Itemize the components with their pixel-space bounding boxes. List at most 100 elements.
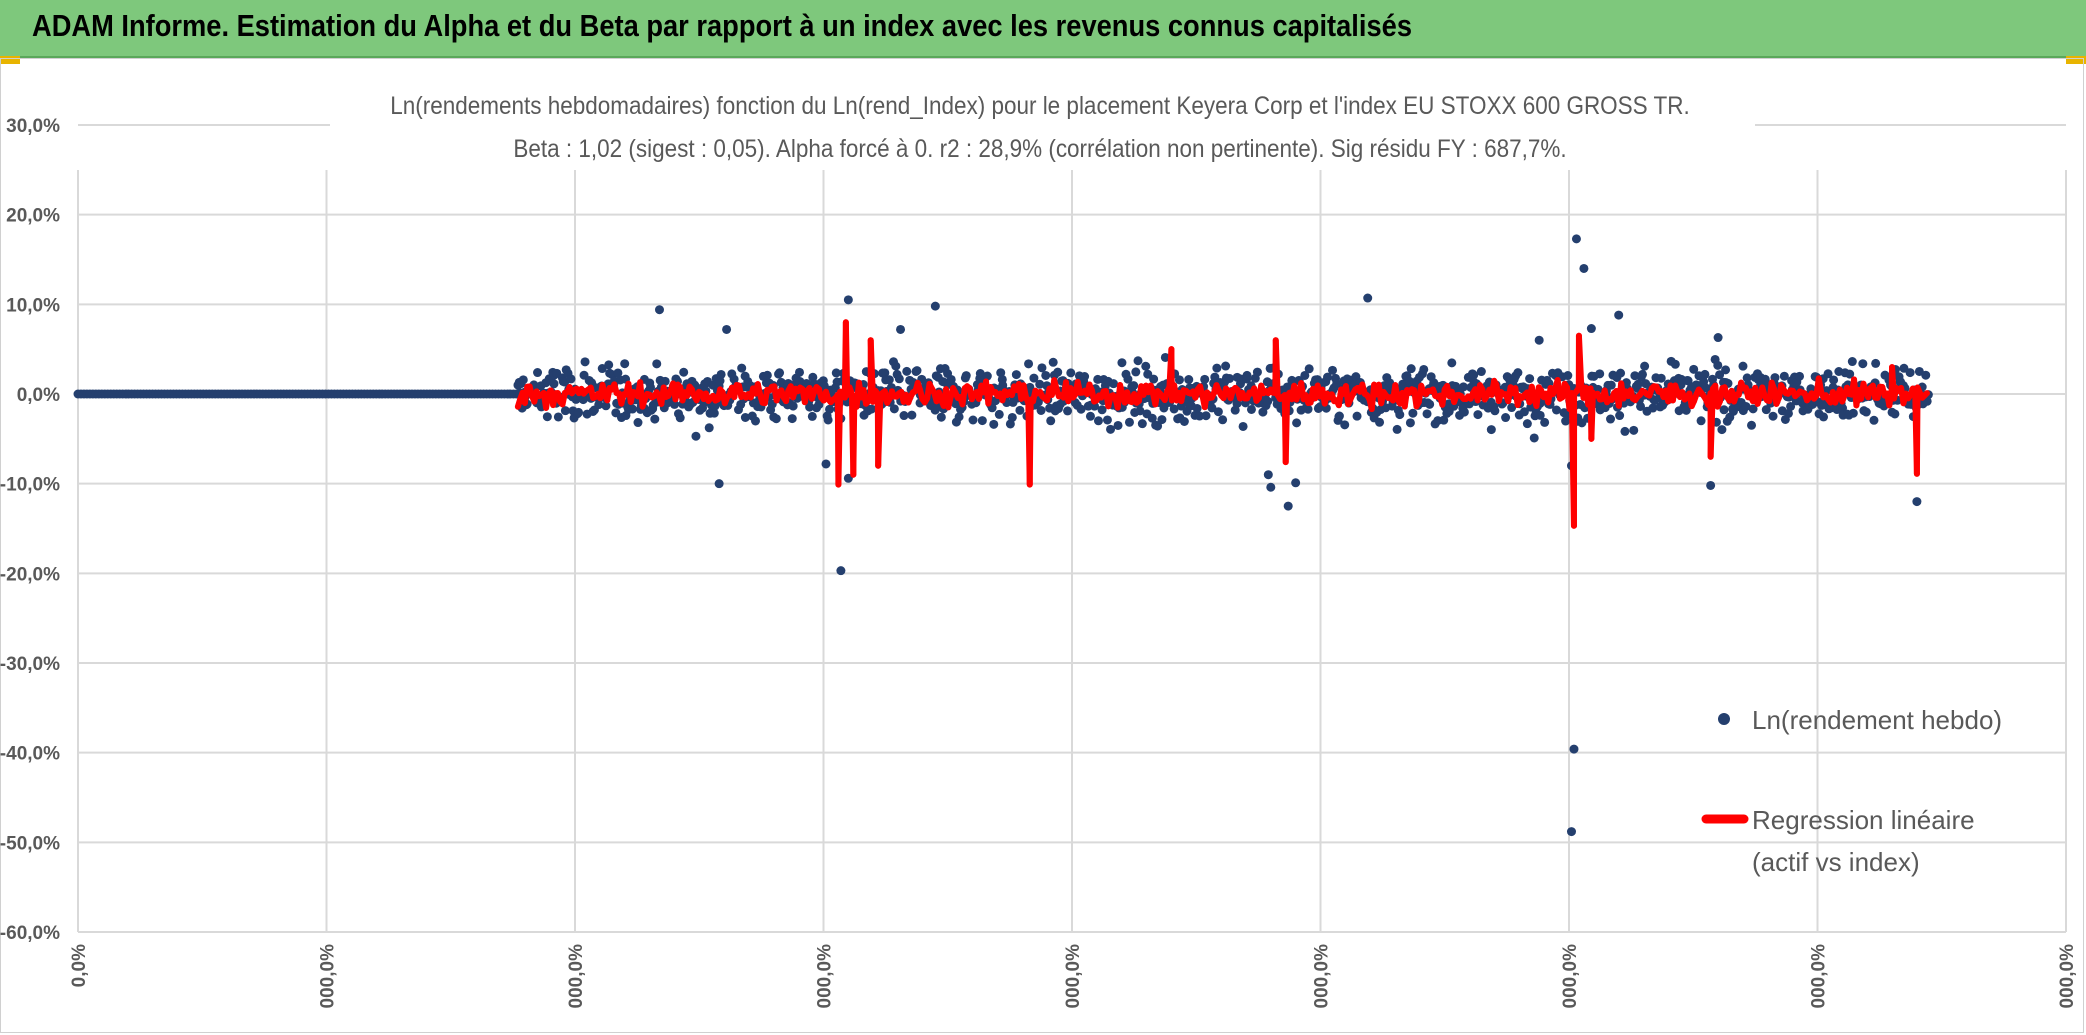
scatter-point — [1823, 369, 1833, 379]
scatter-point — [1717, 425, 1727, 435]
scatter-point — [1408, 408, 1418, 418]
x-tick-label: 0,0% — [69, 944, 90, 987]
scatter-point — [1563, 371, 1573, 381]
scatter-point — [1912, 497, 1922, 507]
scatter-series — [73, 234, 1933, 837]
scatter-point — [604, 360, 614, 370]
scatter-point — [762, 370, 772, 380]
scatter-point — [1153, 421, 1163, 431]
scatter-point — [975, 369, 985, 379]
scatter-point — [1595, 369, 1605, 379]
scatter-point — [1405, 418, 1415, 428]
scatter-point — [750, 416, 760, 426]
scatter-point — [1025, 382, 1035, 392]
scatter-point — [1129, 381, 1139, 391]
scatter-point — [1046, 416, 1056, 426]
scatter-point — [1157, 415, 1167, 425]
scatter-point — [787, 414, 797, 424]
scatter-point — [533, 368, 543, 378]
scatter-point — [1080, 372, 1090, 382]
scatter-point — [994, 409, 1004, 419]
scatter-point — [1783, 408, 1793, 418]
scatter-point — [946, 374, 956, 384]
scatter-point — [1218, 415, 1228, 425]
scatter-point — [1715, 370, 1725, 380]
scatter-point — [1124, 417, 1134, 427]
scatter-point — [1109, 379, 1119, 389]
scatter-point — [1921, 370, 1931, 380]
legend-label-scatter: Ln(rendement hebdo) — [1752, 705, 2002, 735]
page-title: ADAM Informe. Estimation du Alpha et du … — [32, 8, 1412, 43]
scatter-point — [652, 359, 662, 369]
scatter-point — [1606, 414, 1616, 424]
y-tick-label: -20,0% — [0, 564, 60, 585]
scatter-point — [620, 359, 630, 369]
y-tick-label: 20,0% — [6, 206, 60, 227]
scatter-point — [1232, 399, 1242, 409]
scatter-point — [1147, 413, 1157, 423]
header-banner: ADAM Informe. Estimation du Alpha et du … — [0, 0, 2086, 59]
legend-marker-scatter — [1718, 713, 1730, 725]
scatter-point — [836, 566, 846, 576]
scatter-point — [1053, 367, 1063, 377]
scatter-point — [1486, 425, 1496, 435]
scatter-point — [1569, 744, 1579, 754]
scatter-point — [1292, 418, 1302, 428]
chart-subtitle: Beta : 1,02 (sigest : 0,05). Alpha forcé… — [513, 135, 1566, 163]
scatter-point — [553, 412, 563, 422]
scatter-point — [1149, 374, 1159, 384]
scatter-point — [1332, 379, 1342, 389]
scatter-point — [1681, 405, 1691, 415]
scatter-point — [1184, 375, 1194, 385]
scatter-point — [1174, 375, 1184, 385]
scatter-point — [1015, 405, 1025, 415]
scatter-point — [1263, 470, 1273, 480]
scatter-point — [1323, 372, 1333, 382]
scatter-point — [1761, 405, 1771, 415]
scatter-point — [714, 479, 724, 489]
scatter-point — [1829, 375, 1839, 385]
scatter-point — [1169, 404, 1179, 414]
scatter-point — [1246, 404, 1256, 414]
scatter-point — [1392, 424, 1402, 434]
scatter-point — [1476, 367, 1486, 377]
regression-segment — [875, 400, 884, 469]
scatter-point — [1063, 406, 1073, 416]
scatter-point — [1459, 407, 1469, 417]
scatter-point — [737, 363, 747, 373]
scatter-point — [1535, 410, 1545, 420]
scatter-point — [1747, 420, 1757, 430]
scatter-point — [954, 412, 964, 422]
x-tick-label: 000,0% — [566, 944, 587, 1009]
legend: Ln(rendement hebdo) Regression linéaire (a… — [1701, 705, 2002, 877]
scatter-point — [1213, 407, 1223, 417]
legend-label-regression: Regression linéaire — [1752, 805, 1975, 835]
scatter-point — [1540, 417, 1550, 427]
scatter-point — [805, 402, 815, 412]
scatter-point — [1447, 358, 1457, 368]
scatter-point — [1287, 375, 1297, 385]
regression-segment — [1575, 332, 1585, 388]
scatter-point — [645, 382, 655, 392]
scatter-point — [1620, 426, 1630, 436]
corner-mark-right — [2066, 56, 2086, 64]
scatter-point — [1035, 379, 1045, 389]
scatter-point — [1507, 403, 1517, 413]
scatter-point — [560, 406, 570, 416]
scatter-point — [1713, 360, 1723, 370]
scatter-point — [894, 374, 904, 384]
scatter-point — [1212, 363, 1222, 373]
scatter-point — [968, 415, 978, 425]
scatter-point — [961, 371, 971, 381]
scatter-point — [1090, 401, 1100, 411]
scatter-point — [1522, 419, 1532, 429]
x-tick-label: 000,0% — [815, 944, 836, 1009]
scatter-point — [1629, 425, 1639, 435]
scatter-point — [1713, 333, 1723, 343]
scatter-point — [566, 374, 576, 384]
scatter-point — [1706, 480, 1716, 490]
scatter-point — [542, 412, 552, 422]
scatter-point — [843, 295, 853, 305]
scatter-point — [896, 324, 906, 334]
